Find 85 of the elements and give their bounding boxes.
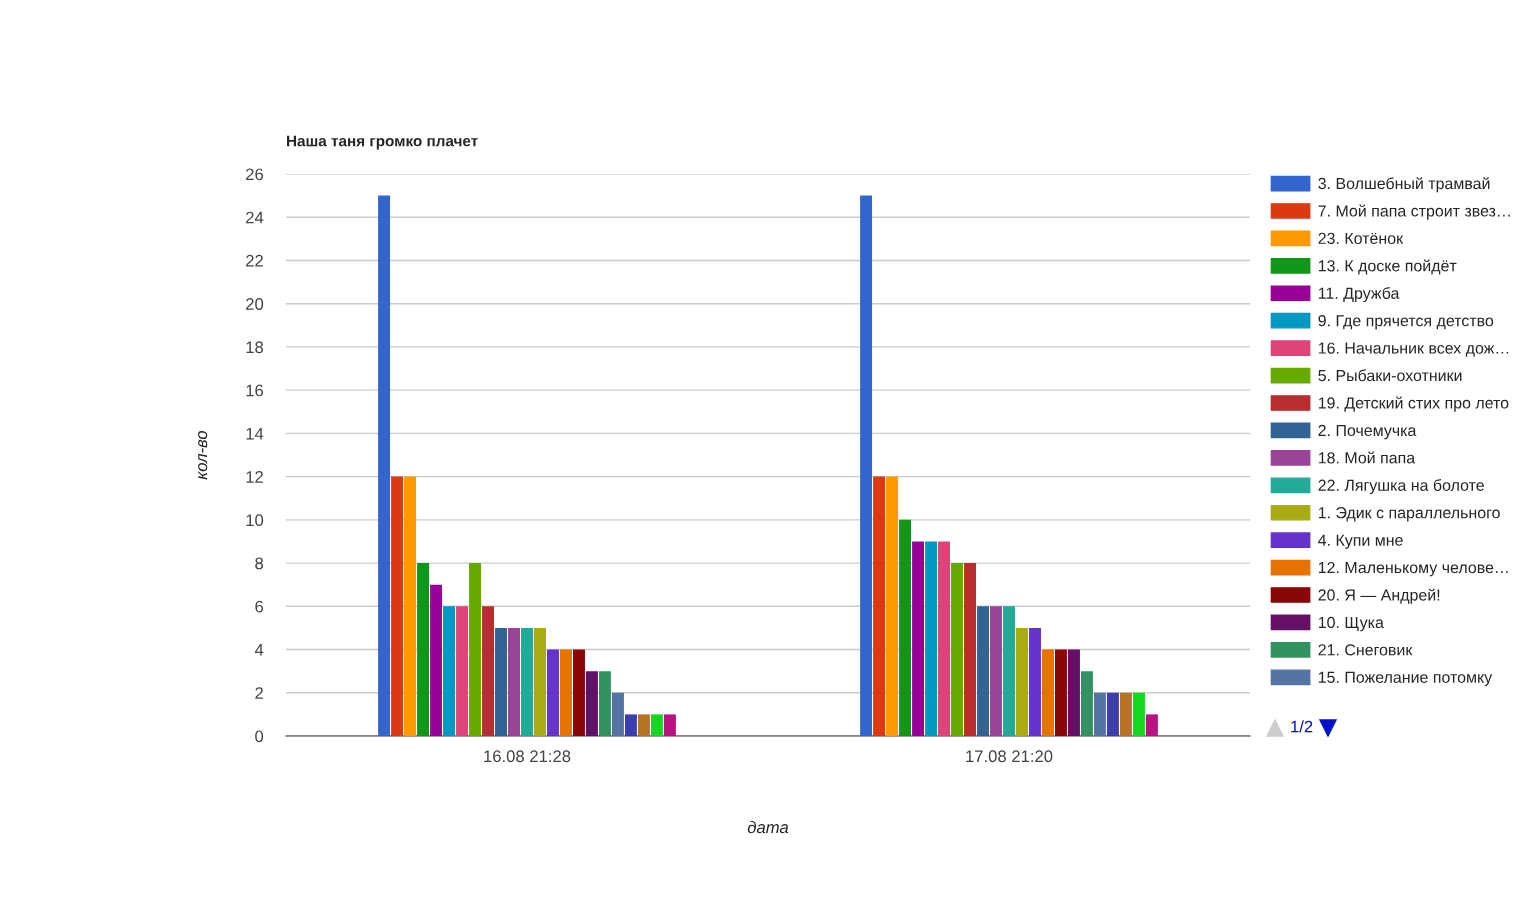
- legend-label: 20. Я — Андрей!: [1318, 588, 1440, 604]
- legend-label: 9. Где прячется детство: [1318, 315, 1494, 330]
- y-tick-label: 26: [246, 168, 264, 181]
- bar: [573, 649, 585, 736]
- bar: [990, 606, 1002, 736]
- y-tick-label: 20: [246, 298, 264, 310]
- bar: [1003, 606, 1015, 736]
- x-axis-title: дата: [747, 820, 789, 834]
- bar: [417, 563, 430, 736]
- x-tick-label: 17.08 21:20: [966, 750, 1053, 763]
- legend-label: 21. Снеговик: [1318, 644, 1413, 656]
- bar: [534, 627, 546, 736]
- x-tick-label: 16.08 21:28: [484, 750, 571, 763]
- legend-label: 1. Эдик с параллельного: [1318, 507, 1500, 522]
- text: 1/2: [1291, 720, 1313, 733]
- bar: [1042, 649, 1054, 736]
- bar: [1119, 692, 1132, 736]
- bar: [611, 692, 624, 736]
- legend-label: 19. Детский стих про лето: [1318, 396, 1509, 412]
- y-tick-label: 2: [255, 687, 263, 699]
- legend-label: 2. Почемучка: [1318, 424, 1417, 440]
- bar: [1145, 714, 1158, 736]
- bar: [1029, 627, 1041, 736]
- bar: [391, 476, 404, 736]
- bar: [1093, 692, 1106, 736]
- y-tick-label: 0: [255, 730, 264, 743]
- y-tick-label: 8: [255, 557, 264, 570]
- bar: [873, 476, 886, 736]
- y-tick-label: 22: [246, 254, 263, 267]
- chart-title: Наша таня громко плачет: [287, 135, 478, 150]
- legend-label: 7. Мой папа строит звез…: [1318, 204, 1510, 220]
- bar: [1067, 649, 1080, 736]
- y-tick-label: 16: [246, 384, 264, 397]
- bar: [1055, 649, 1067, 736]
- bar: [378, 195, 391, 736]
- bar: [938, 541, 951, 736]
- y-tick-label: 12: [246, 471, 263, 483]
- bar: [1080, 671, 1093, 736]
- bar: [508, 627, 520, 736]
- y-axis-title: кол-во: [198, 430, 208, 480]
- bar: [430, 584, 443, 736]
- legend-label: 3. Волшебный трамвай: [1318, 177, 1490, 193]
- bar: [1016, 627, 1028, 736]
- bar: [899, 519, 912, 736]
- bar: [560, 649, 572, 736]
- bar: [404, 476, 417, 736]
- bar: [951, 563, 963, 736]
- bar: [495, 627, 507, 736]
- bar: [598, 671, 611, 736]
- legend-label: 11. Дружба: [1318, 287, 1400, 303]
- y-tick-label: 4: [254, 644, 264, 656]
- legend-label: 15. Пожелание потомку: [1318, 671, 1493, 687]
- y-tick-label: 24: [246, 211, 264, 224]
- bar: [1132, 692, 1145, 736]
- bar: [585, 671, 598, 736]
- y-tick-label: 10: [246, 514, 264, 527]
- bar: [624, 714, 637, 736]
- y-tick-label: 6: [255, 600, 264, 613]
- bar: [443, 606, 456, 736]
- legend-label: 23. Котёнок: [1318, 232, 1404, 245]
- bar: [547, 649, 559, 736]
- legend-label: 13. К доске пойдёт: [1318, 259, 1457, 275]
- bar: [977, 606, 989, 736]
- bar: [637, 714, 650, 736]
- legend-label: 18. Мой папа: [1318, 451, 1416, 464]
- bar: [469, 563, 481, 736]
- bar: [650, 714, 663, 736]
- y-tick-label: 18: [246, 341, 264, 354]
- legend-label: 22. Лягушка на болоте: [1318, 479, 1484, 495]
- bar: [456, 606, 469, 736]
- bar: [1106, 692, 1119, 736]
- legend-label: 5. Рыбаки-охотники: [1318, 369, 1462, 382]
- legend-label: 4. Купи мне: [1318, 534, 1403, 549]
- bar: [912, 541, 925, 736]
- bar: [964, 563, 976, 736]
- bar: [482, 606, 494, 736]
- legend-label: 10. Щука: [1318, 616, 1384, 632]
- bar: [860, 195, 873, 736]
- legend-label: 12. Маленькому челове…: [1318, 561, 1508, 577]
- legend-label: 16. Начальник всех дож…: [1318, 342, 1509, 357]
- bar: [925, 541, 938, 736]
- bar: [521, 627, 533, 736]
- bar: [663, 714, 676, 736]
- y-tick-label: 14: [246, 427, 264, 440]
- bar: [886, 476, 899, 736]
